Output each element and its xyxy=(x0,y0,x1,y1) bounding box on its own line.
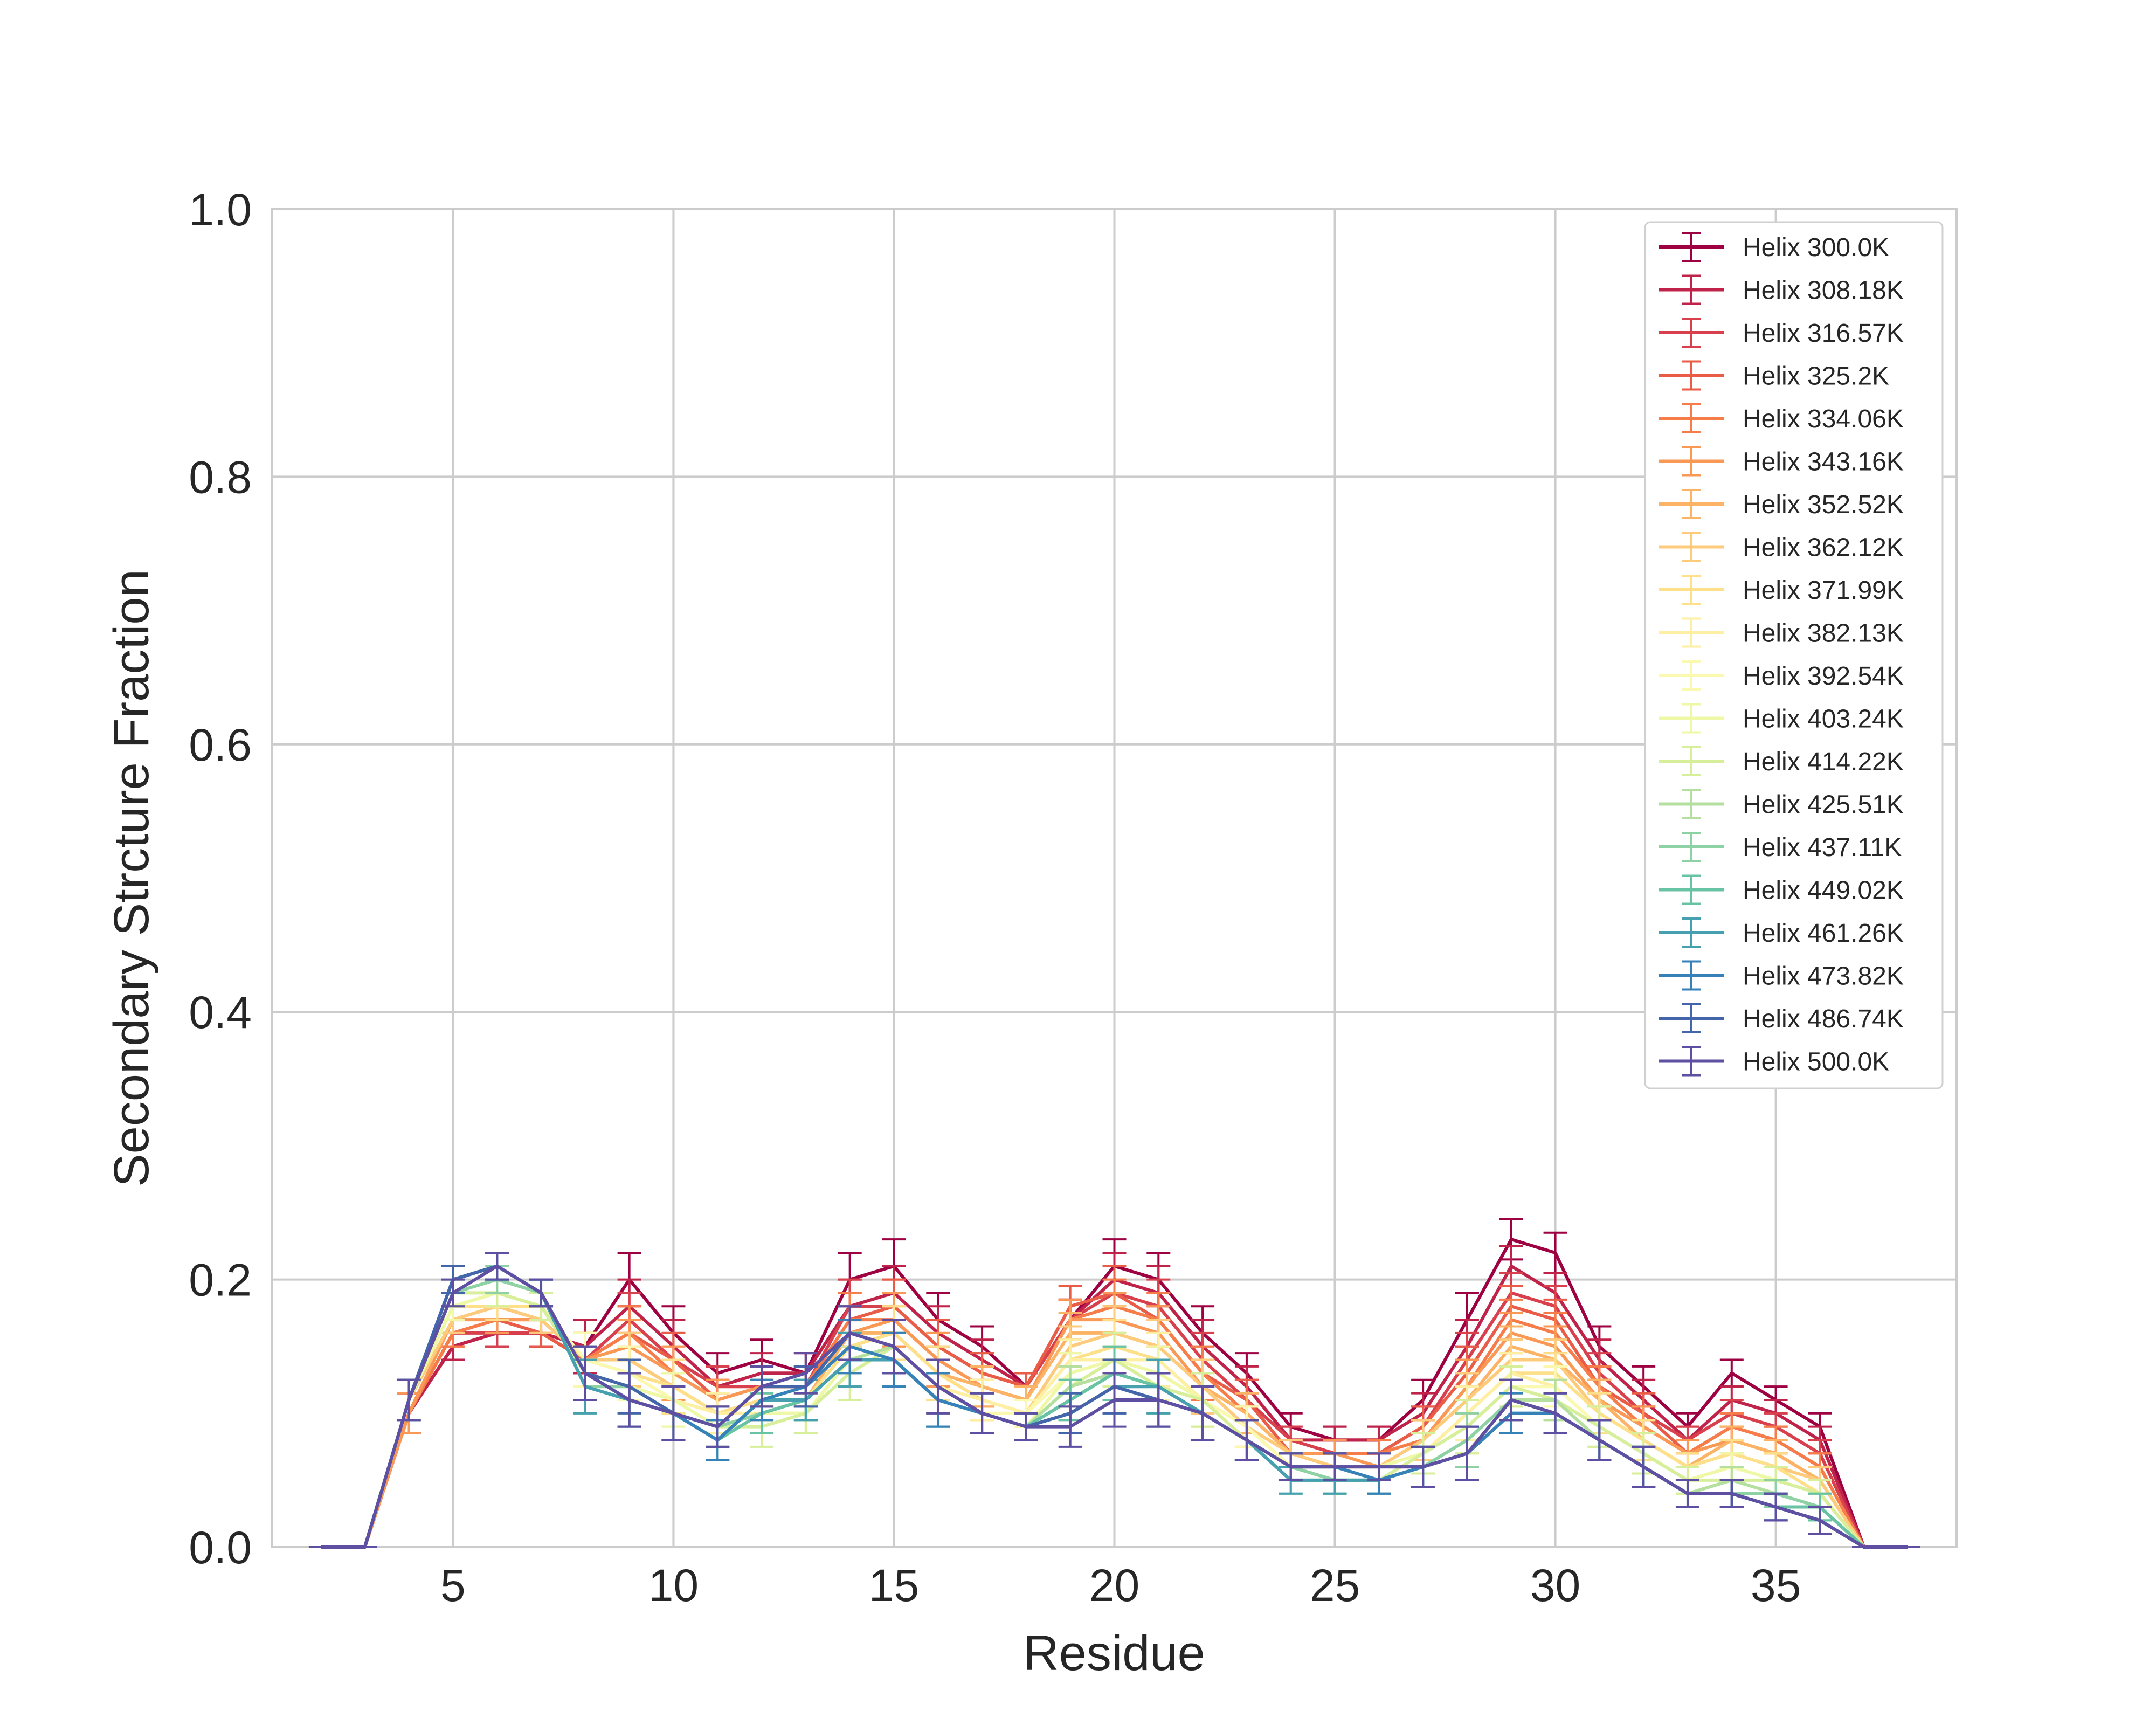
legend-item: Helix 300.0K xyxy=(1659,232,1889,262)
error-bar xyxy=(1675,1479,1699,1508)
legend-item: Helix 352.52K xyxy=(1659,489,1904,519)
legend-item: Helix 325.2K xyxy=(1659,360,1889,391)
error-bar xyxy=(1587,1419,1612,1461)
legend-item: Helix 449.02K xyxy=(1659,874,1904,905)
legend-label: Helix 414.22K xyxy=(1743,748,1904,776)
error-bar xyxy=(1279,1452,1303,1481)
error-bar xyxy=(397,1378,421,1422)
error-bar xyxy=(882,1319,906,1375)
legend-label: Helix 308.18K xyxy=(1743,277,1904,305)
error-bar xyxy=(1234,1419,1259,1461)
legend-label: Helix 473.82K xyxy=(1743,962,1904,991)
error-bar xyxy=(441,1278,465,1308)
legend-label: Helix 382.13K xyxy=(1743,619,1904,648)
legend-item: Helix 308.18K xyxy=(1659,274,1904,305)
error-bar xyxy=(1102,1372,1127,1428)
y-axis-label: Secondary Strcture Fraction xyxy=(104,569,159,1186)
legend-item: Helix 334.06K xyxy=(1659,403,1904,433)
legend-label: Helix 425.51K xyxy=(1743,791,1904,819)
x-tick-label: 25 xyxy=(1310,1560,1360,1611)
x-tick-label: 5 xyxy=(440,1560,466,1611)
legend-item: Helix 486.74K xyxy=(1659,1003,1904,1033)
y-tick-label: 0.6 xyxy=(189,720,252,770)
legend-item: Helix 500.0K xyxy=(1659,1046,1889,1077)
error-bar xyxy=(1058,1405,1082,1448)
x-axis-label: Residue xyxy=(1023,1626,1205,1681)
y-tick-label: 1.0 xyxy=(189,184,252,235)
x-tick-label: 15 xyxy=(869,1560,919,1611)
legend-item: Helix 437.11K xyxy=(1659,832,1902,862)
error-bar xyxy=(1191,1385,1215,1441)
error-bar xyxy=(485,1251,509,1281)
legend-item: Helix 392.54K xyxy=(1659,660,1904,691)
error-bar xyxy=(970,1392,994,1435)
legend-item: Helix 316.57K xyxy=(1659,318,1904,348)
y-tick-label: 0.2 xyxy=(189,1255,252,1306)
error-bar xyxy=(529,1278,554,1308)
error-bar xyxy=(750,1365,774,1408)
series-20 xyxy=(308,1251,1920,1549)
error-bar xyxy=(1323,1452,1347,1481)
legend: Helix 300.0K Helix 308.18K Helix 316.57K He… xyxy=(1644,221,1944,1089)
error-bar xyxy=(1632,1445,1656,1488)
x-tick-label: 35 xyxy=(1751,1560,1801,1611)
error-bar xyxy=(1411,1445,1435,1488)
legend-items: Helix 300.0K Helix 308.18K Helix 316.57K He… xyxy=(1659,232,1904,1077)
legend-label: Helix 449.02K xyxy=(1743,877,1904,905)
legend-label: Helix 500.0K xyxy=(1743,1048,1889,1077)
legend-box xyxy=(1644,221,1944,1089)
error-bar xyxy=(1543,1392,1567,1435)
legend-item: Helix 403.24K xyxy=(1659,703,1904,734)
legend-item: Helix 362.12K xyxy=(1659,532,1904,562)
legend-label: Helix 343.16K xyxy=(1743,448,1904,477)
legend-item: Helix 473.82K xyxy=(1659,960,1904,991)
legend-label: Helix 316.57K xyxy=(1743,319,1904,348)
legend-item: Helix 382.13K xyxy=(1659,617,1904,648)
error-bar xyxy=(573,1345,597,1401)
legend-label: Helix 352.52K xyxy=(1743,491,1904,519)
legend-item: Helix 371.99K xyxy=(1659,575,1904,605)
error-bar xyxy=(1014,1412,1038,1441)
plot-frame xyxy=(271,208,1958,1548)
error-bar xyxy=(1719,1479,1744,1508)
legend-item: Helix 343.16K xyxy=(1659,446,1904,477)
x-tick-label: 20 xyxy=(1089,1560,1139,1611)
error-bar xyxy=(1499,1378,1523,1422)
x-tick-label: 30 xyxy=(1530,1560,1580,1611)
tick-labels: 5 10 15 20 25 30 35 0.0 0.2 0.4 0.6 0.8 1.0 xyxy=(189,184,1801,1611)
error-bar xyxy=(838,1305,862,1361)
legend-label: Helix 300.0K xyxy=(1743,233,1889,262)
legend-label: Helix 325.2K xyxy=(1743,362,1889,391)
error-bar xyxy=(1367,1452,1391,1481)
legend-label: Helix 486.74K xyxy=(1743,1005,1904,1033)
legend-label: Helix 362.12K xyxy=(1743,534,1904,562)
series-layer xyxy=(308,1218,1920,1549)
legend-label: Helix 461.26K xyxy=(1743,919,1904,948)
error-bar xyxy=(661,1385,686,1441)
y-tick-label: 0.4 xyxy=(189,987,252,1038)
error-bar xyxy=(617,1372,641,1428)
legend-label: Helix 437.11K xyxy=(1743,833,1902,862)
error-bar xyxy=(1455,1425,1479,1481)
error-bar xyxy=(706,1405,730,1448)
legend-item: Helix 461.26K xyxy=(1659,917,1904,948)
error-bar xyxy=(1764,1492,1788,1522)
legend-label: Helix 371.99K xyxy=(1743,576,1904,605)
error-bar xyxy=(1146,1372,1171,1428)
legend-label: Helix 392.54K xyxy=(1743,662,1904,691)
error-bar xyxy=(926,1358,950,1414)
y-tick-label: 0.8 xyxy=(189,452,252,502)
y-tick-label: 0.0 xyxy=(189,1522,252,1573)
legend-item: Helix 425.51K xyxy=(1659,789,1904,819)
legend-item: Helix 414.22K xyxy=(1659,746,1904,776)
x-tick-label: 10 xyxy=(648,1560,699,1611)
legend-label: Helix 334.06K xyxy=(1743,405,1904,433)
error-bar xyxy=(793,1352,818,1395)
legend-label: Helix 403.24K xyxy=(1743,705,1904,734)
error-bar xyxy=(1808,1506,1832,1535)
